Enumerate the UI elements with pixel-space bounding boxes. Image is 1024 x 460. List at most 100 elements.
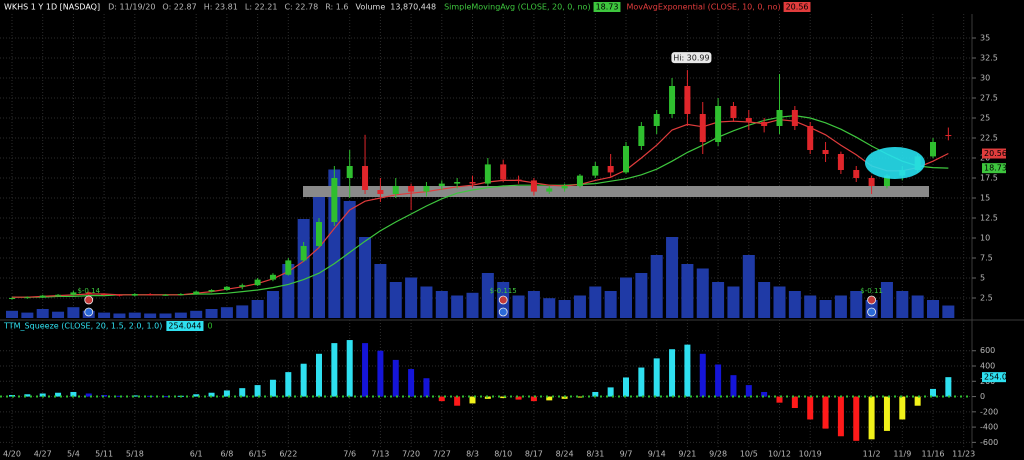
y-tick-label: 400 [980,362,995,371]
squeeze-bar [883,396,890,431]
candle-body [945,135,952,137]
volume-bar [604,291,617,318]
x-tick-label: 4/27 [34,450,52,459]
squeeze-value-box [166,321,204,331]
event-icon [867,307,876,317]
squeeze-bar [515,396,522,400]
candle-body [101,294,108,295]
volume-bar [220,307,233,318]
squeeze-bar [822,396,829,429]
candle-body [346,166,353,178]
volume-bar [696,268,709,318]
candle-body [592,166,599,176]
value-badge-box [982,163,1006,174]
squeeze-bar [454,396,461,406]
candle-body [883,175,890,186]
candle-body [269,274,276,280]
squeeze-bar [285,372,292,397]
x-tick-label: 11/16 [921,450,944,459]
y-tick-label: 0 [980,392,985,401]
volume-bar [297,219,310,318]
candle-body [116,294,123,296]
volume-bar [313,192,325,318]
volume-bar [236,305,249,318]
earnings-icon [498,295,508,305]
candle-body [131,294,138,296]
x-tick-label: 11/2 [863,450,881,459]
squeeze-bar [484,396,491,399]
y-tick-label: 7.5 [980,254,993,263]
candle-body [254,279,261,286]
x-tick-label: 9/7 [620,450,633,459]
volume-bar [927,300,939,318]
volume-bar [558,300,571,318]
y-tick-label: 25 [980,114,990,123]
support-band [303,186,929,197]
squeeze-bar [930,388,936,397]
volume-bar [573,295,586,318]
overlay-layer: Hi: 30.99 $-0.14 $-0.115 $-0.11 18.73 20.56 25… [3,52,1017,383]
candle-body [638,126,645,146]
x-tick-label: 9/21 [678,450,696,459]
y-tick-label: 10 [980,234,990,243]
volume-bar [144,313,157,318]
squeeze-bar [761,391,768,397]
candle-body [24,297,31,299]
y-tick-label: 32.5 [980,54,998,63]
volume-bar [804,295,817,318]
volume-bar [527,291,540,318]
candle-body [469,182,476,184]
candle-body [55,294,62,296]
squeeze-bar [392,359,399,397]
volume-bar [36,309,49,318]
candle-body [300,246,307,261]
squeeze-bar [55,392,62,397]
y-tick-label: -600 [980,438,998,447]
header-item: H: 23.81 [204,3,238,12]
squeeze-bar [868,396,875,440]
squeeze-bar [715,364,722,397]
header-item: O: 22.87 [162,3,196,12]
volume-layer [6,169,955,318]
volume-bar [543,298,556,318]
header: WKHS 1 Y 1D [NASDAQ] D: 11/19/20 O: 22.87 H… [4,2,811,12]
volume-bar [819,300,832,318]
candle-body [515,179,522,181]
candle-body [39,295,46,298]
candle-body [147,294,154,295]
volume-bar [620,277,632,318]
squeeze-bar [300,363,307,397]
squeeze-header: TTM_Squeeze (CLOSE, 20, 1.5, 2.0, 1.0) 25… [3,321,213,331]
candle-body [193,291,200,294]
volume-bar [758,282,771,318]
volume-bar [788,291,801,318]
candle-body [484,164,491,184]
squeeze-bar [669,349,676,397]
earnings-icon [867,295,876,305]
squeeze-bar [546,396,553,401]
volume-bar [251,300,264,318]
squeeze-bar [438,396,445,402]
volume-bar [942,305,955,318]
squeeze-bar [223,390,230,397]
value-badge: 254.044 [984,373,1017,382]
volume-bar [481,273,494,318]
squeeze-bar [316,353,322,397]
squeeze-title: TTM_Squeeze (CLOSE, 20, 1.5, 2.0, 1.0) [3,322,162,331]
candle-body [500,164,507,180]
squeeze-bar [423,378,430,397]
candle-body [208,290,215,292]
volume-bar [712,282,725,318]
candle-body [761,122,768,126]
squeeze-bar [653,358,660,397]
hi-label-box [671,52,712,64]
squeeze-bar [269,379,276,397]
volume-bar [21,312,34,318]
highlight-ellipse [865,147,925,179]
candle-body [653,114,660,126]
candle-body [362,166,369,190]
candle-body [669,86,676,114]
candle-body [837,154,844,170]
volume-bar [773,286,786,318]
squeeze-bar [85,393,92,397]
